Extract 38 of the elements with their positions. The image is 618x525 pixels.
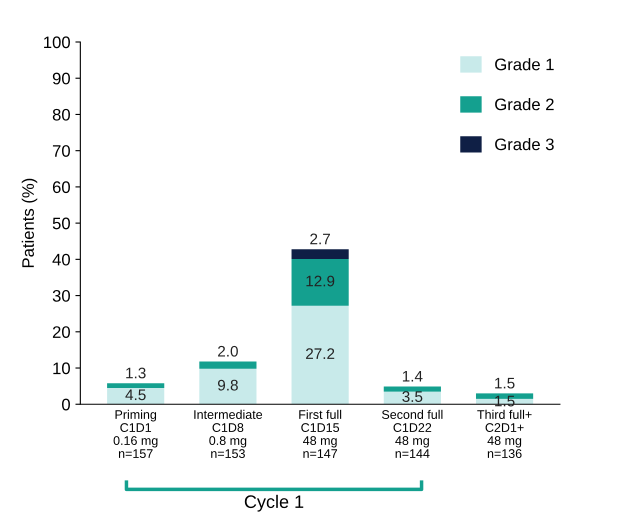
data-label: 1.3 bbox=[126, 368, 146, 378]
y-tick-label: 0 bbox=[62, 398, 70, 410]
legend-label: Grade 1 bbox=[495, 58, 554, 70]
bar bbox=[384, 386, 441, 392]
y-tick-label: 50 bbox=[52, 218, 70, 230]
text: Cycle 1 bbox=[244, 494, 304, 512]
bar bbox=[199, 368, 256, 404]
data-label: 1.5 bbox=[495, 378, 515, 389]
bar bbox=[292, 306, 349, 404]
data-label: 2.7 bbox=[310, 234, 330, 244]
bar bbox=[292, 258, 349, 306]
x-tick-label: Second full C1D22 48 mg n=144 bbox=[382, 410, 442, 458]
bar bbox=[107, 383, 164, 388]
x-tick-label: Third full+ C2D1+ 48 mg n=136 bbox=[477, 410, 532, 458]
y-tick-label: 100 bbox=[44, 36, 70, 48]
y-tick-label: 20 bbox=[52, 326, 70, 338]
x-tick-label: First full C1D15 48 mg n=147 bbox=[299, 410, 342, 458]
y-tick-label: 30 bbox=[52, 290, 70, 302]
legend-label: Grade 2 bbox=[495, 98, 554, 110]
data-label: 1.4 bbox=[402, 371, 423, 382]
data-label: 27.2 bbox=[306, 348, 334, 359]
data-label: 4.5 bbox=[125, 390, 146, 400]
bar bbox=[292, 249, 349, 259]
x-tick-label: Intermediate C1D8 0.8 mg n=153 bbox=[194, 410, 262, 458]
legend-label: Grade 3 bbox=[495, 138, 554, 150]
x-tick-label: Priming C1D1 0.16 mg n=157 bbox=[114, 410, 158, 458]
y-tick-label: 10 bbox=[53, 362, 70, 374]
y-tick-label: 60 bbox=[52, 181, 70, 194]
data-label: 3.5 bbox=[402, 391, 422, 402]
data-label: 12.9 bbox=[306, 276, 334, 286]
data-label: 2.0 bbox=[218, 346, 238, 357]
y-tick-label: 90 bbox=[52, 72, 70, 84]
y-axis-title: Patients (%) bbox=[22, 178, 38, 268]
y-tick-label: 40 bbox=[52, 254, 70, 266]
y-tick-label: 70 bbox=[52, 145, 70, 157]
data-label: 9.8 bbox=[218, 380, 238, 391]
bar bbox=[199, 362, 256, 369]
y-tick-label: 80 bbox=[52, 108, 70, 121]
